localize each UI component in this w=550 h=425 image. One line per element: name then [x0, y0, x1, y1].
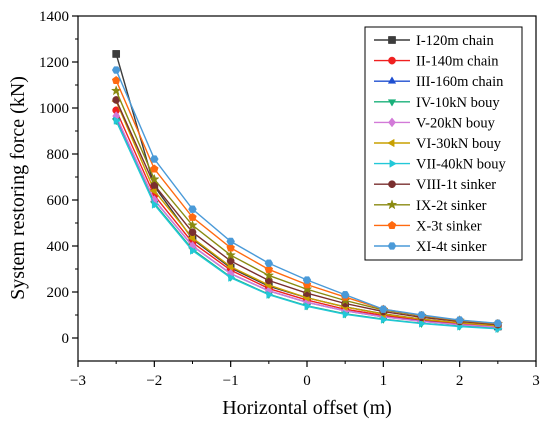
data-point — [151, 200, 160, 209]
data-point — [419, 319, 427, 328]
legend-label: II-140m chain — [416, 54, 499, 70]
x-tick-label: 0 — [303, 373, 311, 389]
axis-ticks — [72, 15, 537, 367]
data-point — [111, 66, 121, 74]
data-point — [266, 290, 274, 299]
legend-marker — [386, 199, 398, 210]
data-point — [228, 273, 236, 282]
data-point — [380, 315, 389, 324]
legend-label: V-20kN bouy — [416, 115, 496, 131]
data-point — [188, 228, 197, 237]
legend-label: I-120m chain — [416, 33, 494, 49]
data-point — [190, 246, 198, 255]
data-point — [264, 259, 274, 267]
data-point — [264, 265, 274, 274]
data-point — [150, 164, 159, 173]
data-point — [417, 311, 426, 319]
data-point — [113, 116, 121, 125]
y-tick-label: 600 — [47, 193, 70, 209]
series-11 — [111, 66, 503, 327]
data-point — [188, 205, 197, 213]
x-axis-title: Horizontal offset (m) — [222, 397, 392, 419]
y-tick-label: 400 — [47, 239, 70, 255]
data-point — [302, 276, 312, 284]
data-point — [301, 283, 313, 294]
legend-marker — [387, 242, 397, 250]
x-tick-label: −2 — [146, 373, 162, 389]
data-point — [187, 219, 198, 230]
legend-marker — [388, 56, 396, 65]
legend-marker — [388, 36, 396, 44]
y-tick-label: 1000 — [39, 101, 69, 117]
legend-label: VI-30kN bouy — [416, 136, 502, 152]
legend-item: V-20kN bouy — [374, 115, 496, 131]
y-axis-title: System restoring force (kN) — [7, 76, 29, 300]
legend-label: III-160m chain — [416, 74, 504, 90]
legend-item: VI-30kN bouy — [374, 136, 502, 152]
series-7 — [113, 116, 503, 333]
legend-label: IX-2t sinker — [416, 198, 487, 214]
data-point — [263, 269, 275, 280]
legend-marker — [387, 220, 397, 229]
y-tick-label: 1400 — [39, 9, 69, 25]
legend-label: XI-4t sinker — [416, 239, 487, 255]
data-point — [226, 243, 235, 252]
x-tick-label: 1 — [380, 373, 388, 389]
data-point — [455, 316, 464, 324]
x-tick-label: −1 — [223, 373, 239, 389]
data-point — [112, 50, 121, 58]
tick-labels: −3 −2 −1 0 1 2 3 0 200 400 600 800 1000 1200 1400 — [39, 9, 540, 389]
legend-item: IX-2t sinker — [374, 198, 487, 214]
legend-label: X-3t sinker — [416, 218, 482, 234]
data-point — [225, 249, 236, 260]
data-point — [493, 319, 503, 327]
x-tick-label: −3 — [70, 373, 86, 389]
data-point — [225, 262, 234, 271]
data-point — [149, 186, 157, 195]
y-tick-label: 1200 — [39, 55, 69, 71]
data-point — [149, 173, 160, 184]
y-tick-label: 0 — [62, 331, 70, 347]
data-point — [340, 291, 350, 299]
legend-item: II-140m chain — [374, 54, 499, 70]
legend-label: VIII-1t sinker — [416, 177, 496, 193]
data-point — [150, 155, 159, 163]
x-tick-label: 2 — [456, 373, 464, 389]
legend-item: VII-40kN bouy — [374, 157, 507, 173]
data-point — [379, 305, 388, 313]
legend-marker — [387, 76, 397, 84]
series-layer — [110, 50, 504, 334]
legend-item: I-120m chain — [374, 33, 494, 49]
legend-marker — [389, 159, 397, 168]
data-point — [188, 212, 197, 221]
x-tick-label: 3 — [532, 373, 540, 389]
legend-marker — [387, 99, 397, 107]
legend: I-120m chain II-140m chain III-160m chain I… — [364, 26, 523, 261]
legend-item: X-3t sinker — [374, 218, 482, 234]
legend-label: IV-10kN bouy — [416, 95, 500, 111]
legend-item: VIII-1t sinker — [374, 177, 496, 193]
legend-marker — [388, 117, 396, 128]
y-tick-label: 800 — [47, 147, 70, 163]
data-point — [304, 302, 312, 311]
data-point — [342, 310, 350, 319]
legend-item: III-160m chain — [374, 74, 504, 90]
legend-marker — [388, 180, 396, 189]
legend-item: IV-10kN bouy — [374, 95, 500, 111]
legend-marker — [387, 138, 395, 148]
data-point — [187, 233, 195, 243]
data-point — [226, 237, 235, 246]
legend-item: XI-4t sinker — [374, 239, 487, 255]
y-tick-label: 200 — [47, 285, 70, 301]
legend-label: VII-40kN bouy — [416, 157, 507, 173]
